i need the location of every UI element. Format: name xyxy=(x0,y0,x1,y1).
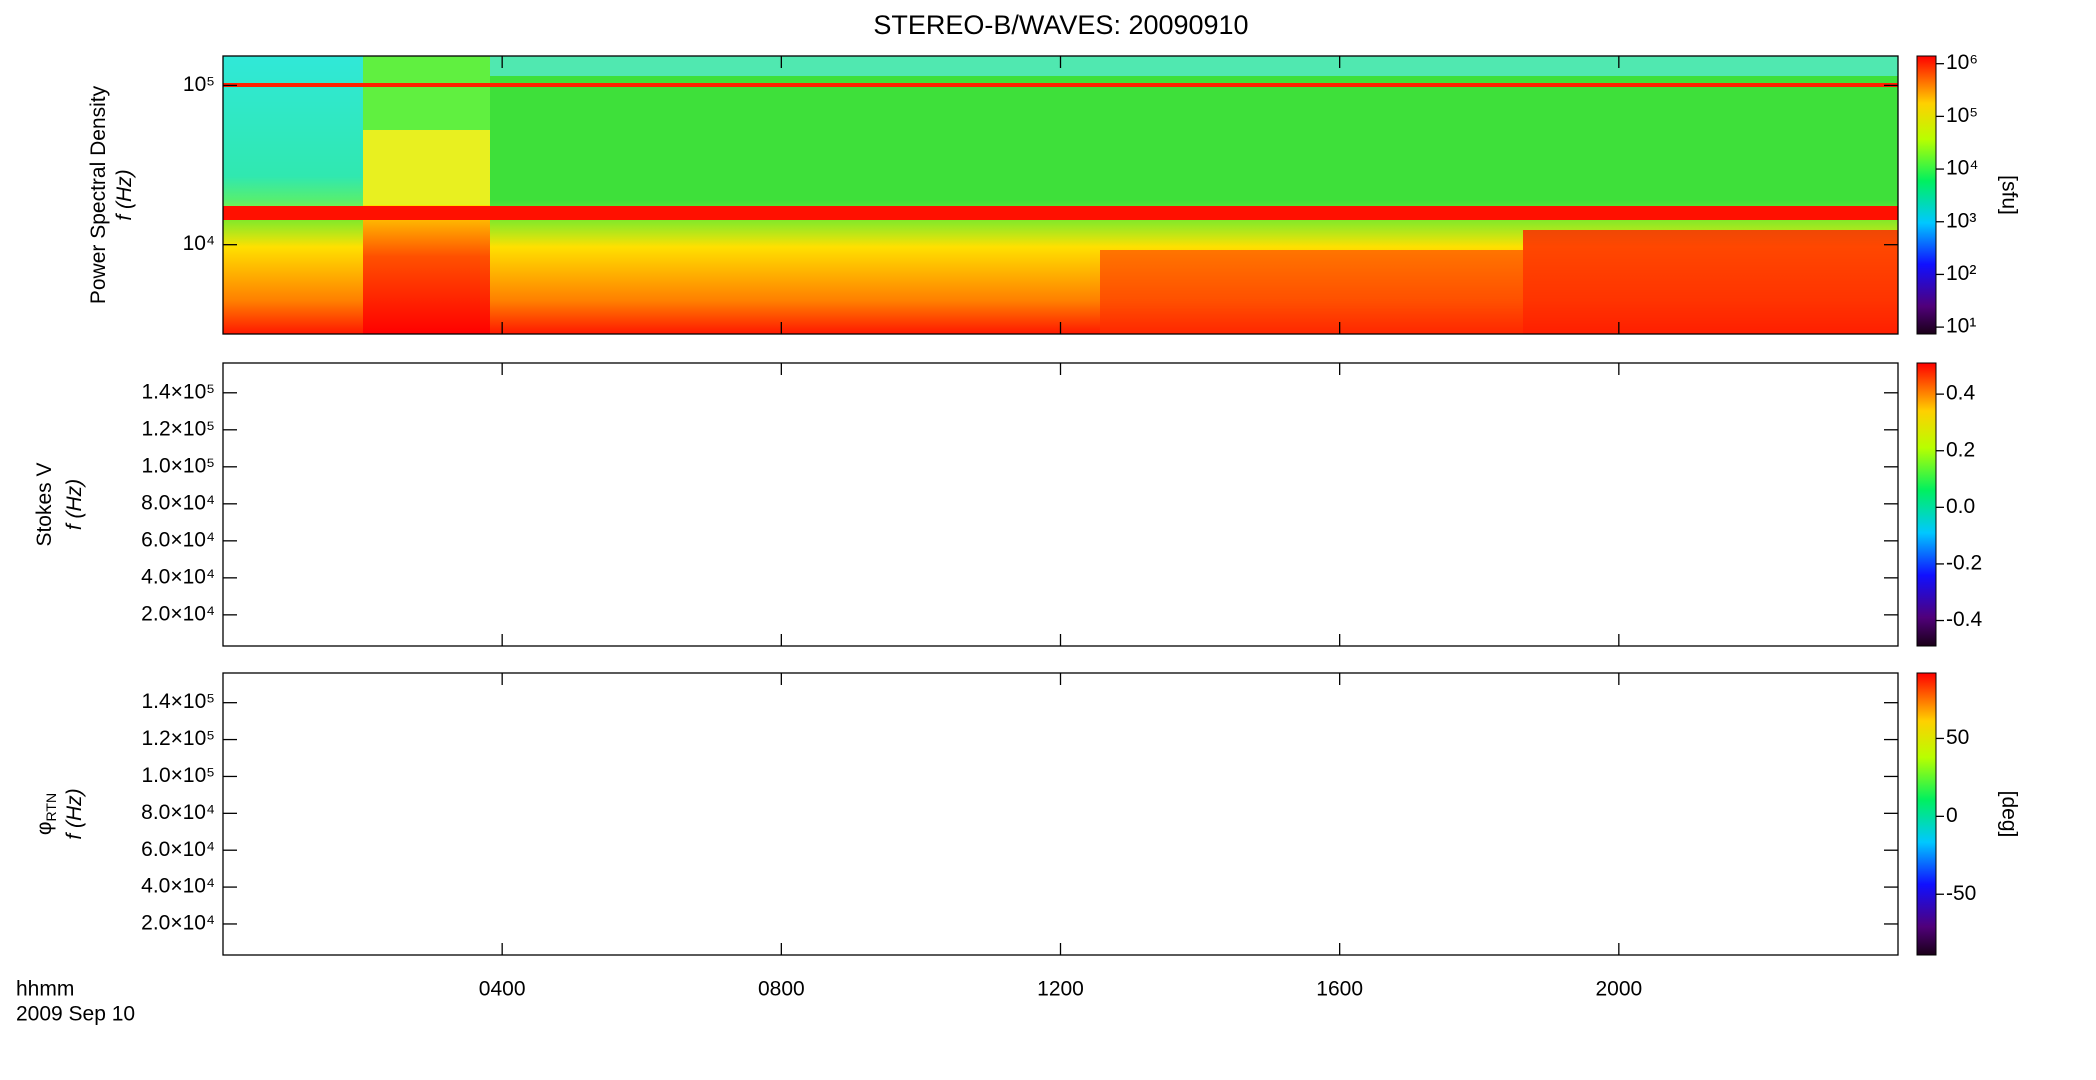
spectrogram-image xyxy=(223,56,1898,334)
y-axis-label: Stokes V xyxy=(33,462,56,546)
y-tick-label: 1.0×10⁵ xyxy=(141,764,215,787)
y-axis-label-text: φ xyxy=(33,821,56,835)
colorbar-tick-label: -0.4 xyxy=(1946,608,1983,631)
y-axis-label-text: f (Hz) xyxy=(113,169,136,220)
y-tick-label: 6.0×10⁴ xyxy=(141,838,215,861)
x-tick-label: 0800 xyxy=(758,978,805,1001)
colorbar-tick-label: 10⁵ xyxy=(1946,104,1978,127)
colorbar-tick-label: 10³ xyxy=(1946,209,1976,232)
colorbar-tick-label: 50 xyxy=(1946,726,1969,749)
colorbar-tick-label: 0.2 xyxy=(1946,438,1975,461)
y-axis-label: Power Spectral Density xyxy=(87,85,110,304)
colorbar-tick-label: -50 xyxy=(1946,882,1976,905)
y-tick-label: 4.0×10⁴ xyxy=(141,565,215,588)
y-tick-label: 2.0×10⁴ xyxy=(141,912,215,935)
y-axis-label-text: Stokes V xyxy=(33,462,56,546)
y-axis-label: f (Hz) xyxy=(63,788,86,839)
y-axis-label-text: Power Spectral Density xyxy=(87,85,110,304)
y-axis-label-text: f (Hz) xyxy=(63,479,86,530)
y-tick-label: 4.0×10⁴ xyxy=(141,875,215,898)
x-tick-label: 0400 xyxy=(479,978,526,1001)
colorbar xyxy=(1916,672,1937,956)
colorbar-tick-label: 10⁴ xyxy=(1946,157,1978,180)
colorbar-label: [sfu] xyxy=(1997,175,2020,215)
colorbar-label: [deg] xyxy=(1997,791,2020,838)
x-tick-label: 2000 xyxy=(1595,978,1642,1001)
colorbar-tick-label: 0.0 xyxy=(1946,495,1975,518)
colorbar xyxy=(1916,55,1937,335)
chart-title: STEREO-B/WAVES: 20090910 xyxy=(873,10,1248,40)
y-tick-label: 8.0×10⁴ xyxy=(141,491,215,514)
y-tick-label: 1.4×10⁵ xyxy=(141,690,215,713)
x-axis-label: hhmm xyxy=(16,978,74,1001)
colorbar-tick-label: 0 xyxy=(1946,804,1958,827)
y-axis-label-sub: RTN xyxy=(43,793,59,822)
plot-frame xyxy=(222,362,1899,647)
y-tick-label: 10⁵ xyxy=(183,73,215,96)
y-axis-label: φRTN xyxy=(33,793,59,835)
colorbar xyxy=(1916,362,1937,647)
y-tick-label: 8.0×10⁴ xyxy=(141,801,215,824)
y-tick-label: 10⁴ xyxy=(183,232,215,255)
colorbar-tick-label: 10¹ xyxy=(1946,315,1976,338)
colorbar-tick-label: 10⁶ xyxy=(1946,51,1978,74)
y-tick-label: 6.0×10⁴ xyxy=(141,528,215,551)
x-axis-label: 2009 Sep 10 xyxy=(16,1003,135,1026)
y-axis-label: f (Hz) xyxy=(113,169,136,220)
colorbar-tick-label: 10² xyxy=(1946,262,1976,285)
x-tick-label: 1600 xyxy=(1316,978,1363,1001)
colorbar-tick-label: -0.2 xyxy=(1946,551,1982,574)
y-axis-label: f (Hz) xyxy=(63,479,86,530)
colorbar-tick-label: 0.4 xyxy=(1946,382,1976,405)
y-tick-label: 1.0×10⁵ xyxy=(141,454,215,477)
y-tick-label: 1.4×10⁵ xyxy=(141,380,215,403)
plot-frame xyxy=(222,672,1899,956)
y-tick-label: 2.0×10⁴ xyxy=(141,602,215,625)
y-tick-label: 1.2×10⁵ xyxy=(141,727,215,750)
x-tick-label: 1200 xyxy=(1037,978,1084,1001)
y-axis-label-text: f (Hz) xyxy=(63,788,86,839)
y-tick-label: 1.2×10⁵ xyxy=(141,417,215,440)
